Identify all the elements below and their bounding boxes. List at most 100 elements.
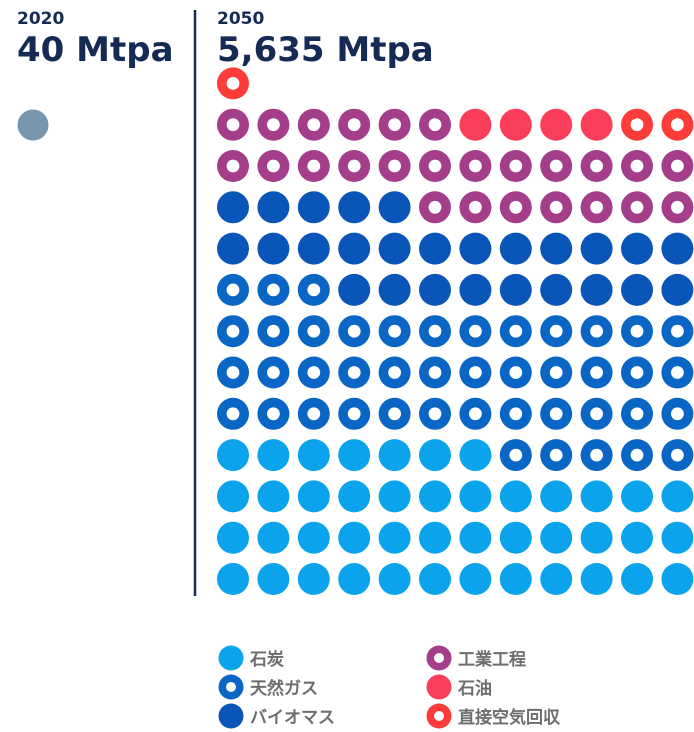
dot-天然ガス: [257, 273, 290, 306]
dot-天然ガス: [621, 397, 653, 430]
dot-工業工程: [580, 191, 613, 224]
dot-天然ガス: [297, 273, 330, 306]
dot-天然ガス: [499, 439, 532, 472]
dot-天然ガス: [621, 439, 653, 472]
dot-石炭: [580, 521, 613, 554]
dot-天然ガス: [217, 315, 249, 348]
legend-item-industrial-process: 工業工程: [426, 645, 526, 671]
legend-item-biomass: バイオマス: [218, 703, 335, 729]
dot-工業工程: [661, 150, 694, 182]
dot-天然ガス: [499, 356, 532, 389]
dot-石炭: [621, 563, 653, 595]
dot-直接空気回収: [661, 108, 694, 141]
dot-天然ガス: [621, 315, 653, 348]
dot-工業工程: [378, 108, 411, 141]
dot-天然ガス: [540, 356, 573, 389]
dot-バイオマス: [540, 273, 573, 306]
dot-天然ガス: [459, 315, 492, 348]
dot-直接空気回収: [217, 67, 249, 100]
dot-天然ガス: [257, 397, 290, 430]
dot-天然ガス: [338, 315, 371, 348]
dot-石炭: [621, 480, 653, 513]
dot-バイオマス: [297, 191, 330, 224]
dot-工業工程: [257, 150, 290, 182]
dot-バイオマス: [338, 273, 371, 306]
dot-石炭: [297, 563, 330, 595]
dot-バイオマス: [257, 191, 290, 224]
dot-天然ガス: [661, 315, 694, 348]
dot-工業工程: [338, 108, 371, 141]
legend-label-coal: 石炭: [249, 649, 284, 670]
dot-石炭: [338, 480, 371, 513]
dot-バイオマス: [580, 273, 613, 306]
dot-天然ガス: [419, 356, 451, 389]
dot-バイオマス: [621, 232, 653, 265]
dot-石炭: [338, 439, 371, 472]
year-2050-label: 2050: [217, 9, 264, 29]
dot-石炭: [297, 480, 330, 513]
dot-工業工程: [459, 150, 492, 182]
dot-天然ガス: [257, 356, 290, 389]
dots-2050: [217, 67, 694, 595]
dot-工業工程: [661, 191, 694, 224]
dot-天然ガス: [540, 397, 573, 430]
dot-工業工程: [257, 108, 290, 141]
dot-石炭: [540, 521, 573, 554]
dot-石炭: [217, 521, 249, 554]
dot-天然ガス: [419, 397, 451, 430]
dot-工業工程: [297, 108, 330, 141]
dot-石炭: [459, 563, 492, 595]
dot-石炭: [661, 521, 694, 554]
dot-天然ガス: [580, 315, 613, 348]
dot-天然ガス: [338, 397, 371, 430]
dot-工業工程: [580, 150, 613, 182]
dot-石炭: [661, 563, 694, 595]
legend-item-coal: 石炭: [218, 645, 284, 671]
year-2020-label: 2020: [17, 9, 64, 29]
dot-天然ガス: [661, 356, 694, 389]
dot-バイオマス: [378, 191, 411, 224]
dot-石炭: [257, 480, 290, 513]
dot-石炭: [378, 563, 411, 595]
dot-天然ガス: [217, 397, 249, 430]
dot-天然ガス: [661, 439, 694, 472]
dot-工業工程: [540, 191, 573, 224]
dot-工業工程: [621, 150, 653, 182]
dot-天然ガス: [419, 315, 451, 348]
legend-label-natural-gas: 天然ガス: [250, 678, 318, 699]
dots-2020: [17, 109, 49, 141]
dot-バイオマス: [419, 232, 451, 265]
dot-天然ガス: [580, 397, 613, 430]
dot-天然ガス: [580, 356, 613, 389]
dot-石油: [540, 108, 573, 141]
dot-工業工程: [459, 191, 492, 224]
dot-石炭: [338, 521, 371, 554]
legend-label-biomass: バイオマス: [250, 708, 335, 728]
dot-天然ガス: [378, 356, 411, 389]
dot-石油: [459, 108, 492, 141]
dot-石炭: [419, 521, 451, 554]
dot-石炭: [378, 439, 411, 472]
dot-バイオマス: [459, 273, 492, 306]
dot-石油: [580, 108, 613, 141]
legend-label-oil: 石油: [457, 678, 492, 699]
dot-天然ガス: [499, 397, 532, 430]
dot-天然ガス: [621, 356, 653, 389]
legend-item-oil: 石油: [426, 674, 492, 700]
dot-バイオマス: [580, 232, 613, 265]
dot-石炭: [217, 563, 249, 595]
dot-石炭: [257, 439, 290, 472]
dot-天然ガス: [459, 356, 492, 389]
dot-2020: [17, 109, 49, 141]
dot-天然ガス: [297, 397, 330, 430]
dot-工業工程: [419, 150, 451, 182]
dot-石炭: [459, 521, 492, 554]
total-2020-label: 40 Mtpa: [17, 30, 174, 70]
dot-石炭: [499, 521, 532, 554]
dot-天然ガス: [499, 315, 532, 348]
dot-天然ガス: [540, 315, 573, 348]
dot-天然ガス: [338, 356, 371, 389]
dot-石炭: [540, 480, 573, 513]
dot-石炭: [419, 480, 451, 513]
dot-工業工程: [419, 191, 451, 224]
